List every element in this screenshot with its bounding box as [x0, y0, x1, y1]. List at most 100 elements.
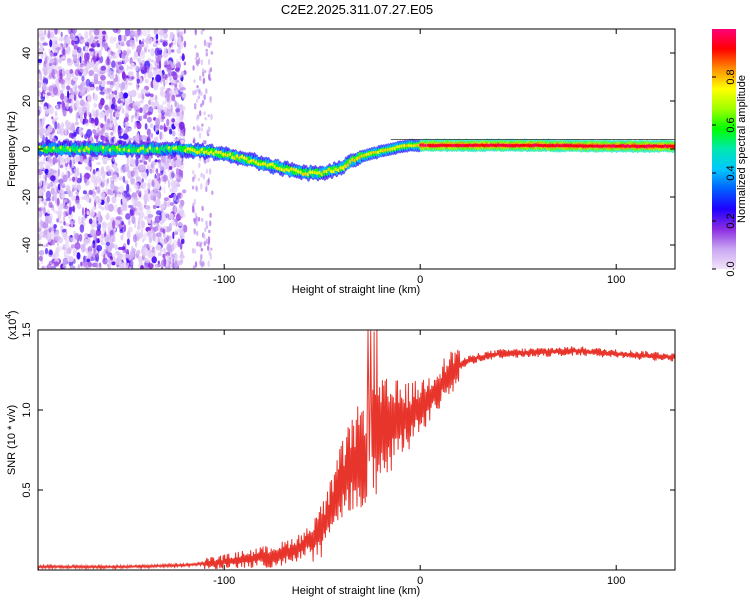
noise-cell [50, 175, 56, 182]
noise-cell [126, 196, 130, 202]
noise-cell [111, 60, 116, 68]
noise-cell [62, 109, 67, 117]
noise-cell [141, 135, 147, 141]
noise-cell [205, 225, 209, 229]
noise-cell [157, 260, 160, 265]
noise-cell [102, 224, 107, 234]
colorbar-tick-label: 0.4 [725, 165, 737, 180]
ridge-core [489, 144, 494, 147]
noise-cell [143, 161, 148, 165]
noise-cell [181, 55, 185, 60]
noise-cell [85, 78, 91, 87]
colorbar-tick-label: 0.2 [725, 213, 737, 228]
noise-cell [147, 244, 154, 249]
noise-cell [112, 253, 116, 261]
noise-cell [72, 156, 75, 161]
y-tick-label: -20 [21, 189, 33, 205]
noise-cell [203, 39, 207, 47]
noise-cell [56, 57, 59, 64]
noise-cell [69, 236, 72, 243]
noise-cell [205, 168, 209, 175]
noise-cell [42, 180, 47, 188]
noise-cell [73, 168, 78, 172]
noise-cell [43, 201, 47, 207]
noise-cell [105, 214, 111, 220]
noise-cell [107, 49, 111, 57]
noise-cell [92, 244, 96, 249]
noise-cell [200, 248, 203, 252]
noise-cell [75, 99, 80, 109]
noise-cell [130, 260, 134, 267]
ridge-core [672, 144, 675, 148]
noise-cell [38, 187, 43, 196]
noise-cell [53, 261, 60, 267]
noise-cell [79, 63, 84, 68]
noise-cell [57, 183, 61, 191]
noise-cell [195, 185, 198, 191]
noise-cell [144, 37, 150, 45]
noise-cell [69, 69, 74, 74]
noise-cell [53, 251, 59, 258]
noise-cell [163, 47, 168, 54]
noise-cell [199, 243, 202, 248]
noise-cell [201, 205, 204, 212]
noise-cell [180, 212, 186, 219]
noise-cell [193, 79, 196, 83]
noise-cell [169, 43, 172, 48]
noise-cell [100, 206, 105, 211]
noise-cell [76, 111, 79, 119]
noise-cell [162, 32, 168, 39]
noise-cell [179, 55, 182, 61]
noise-cell [170, 49, 175, 53]
noise-cell [70, 93, 75, 100]
noise-cell [125, 102, 128, 110]
ridge-core [654, 144, 659, 148]
noise-cell [42, 82, 47, 91]
noise-cell [209, 99, 212, 103]
noise-cell [106, 258, 113, 264]
noise-cell [201, 123, 204, 127]
noise-cell [177, 238, 181, 248]
noise-cell [193, 217, 196, 222]
noise-cell [96, 127, 100, 131]
noise-cell [122, 249, 127, 254]
noise-cell [76, 252, 81, 260]
ridge-core [548, 144, 553, 147]
ridge-core [645, 144, 650, 148]
noise-cell [135, 210, 139, 215]
noise-cell [173, 193, 177, 201]
noise-cell [50, 187, 55, 195]
noise-cell [77, 46, 82, 54]
noise-cell [43, 206, 46, 215]
noise-cell [77, 33, 82, 38]
noise-cell [38, 109, 41, 117]
noise-cell [51, 195, 55, 202]
noise-cell [178, 82, 182, 90]
noise-cell [91, 206, 95, 210]
noise-cell [140, 220, 146, 229]
noise-cell [134, 101, 141, 105]
noise-cell [207, 236, 211, 243]
noise-cell [93, 42, 98, 47]
ridge-core [598, 144, 603, 148]
noise-cell [129, 94, 133, 104]
noise-cell [135, 36, 138, 42]
noise-cell [210, 113, 213, 121]
noise-cell [74, 83, 78, 91]
noise-cell [136, 122, 142, 130]
noise-cell [130, 62, 135, 67]
noise-cell [72, 84, 75, 93]
noise-cell [55, 231, 59, 235]
snr-frame [37, 329, 676, 571]
noise-cell [59, 178, 63, 186]
noise-cell [173, 231, 179, 236]
noise-cell [174, 67, 180, 72]
snr-y-label: SNR (10 * v/v) [6, 405, 18, 475]
noise-cell [154, 215, 161, 224]
noise-cell [179, 235, 183, 240]
colorbar-bar [712, 29, 736, 269]
noise-cell [140, 99, 144, 104]
noise-cell [38, 33, 41, 38]
noise-cell [47, 229, 53, 237]
noise-cell [106, 87, 113, 93]
